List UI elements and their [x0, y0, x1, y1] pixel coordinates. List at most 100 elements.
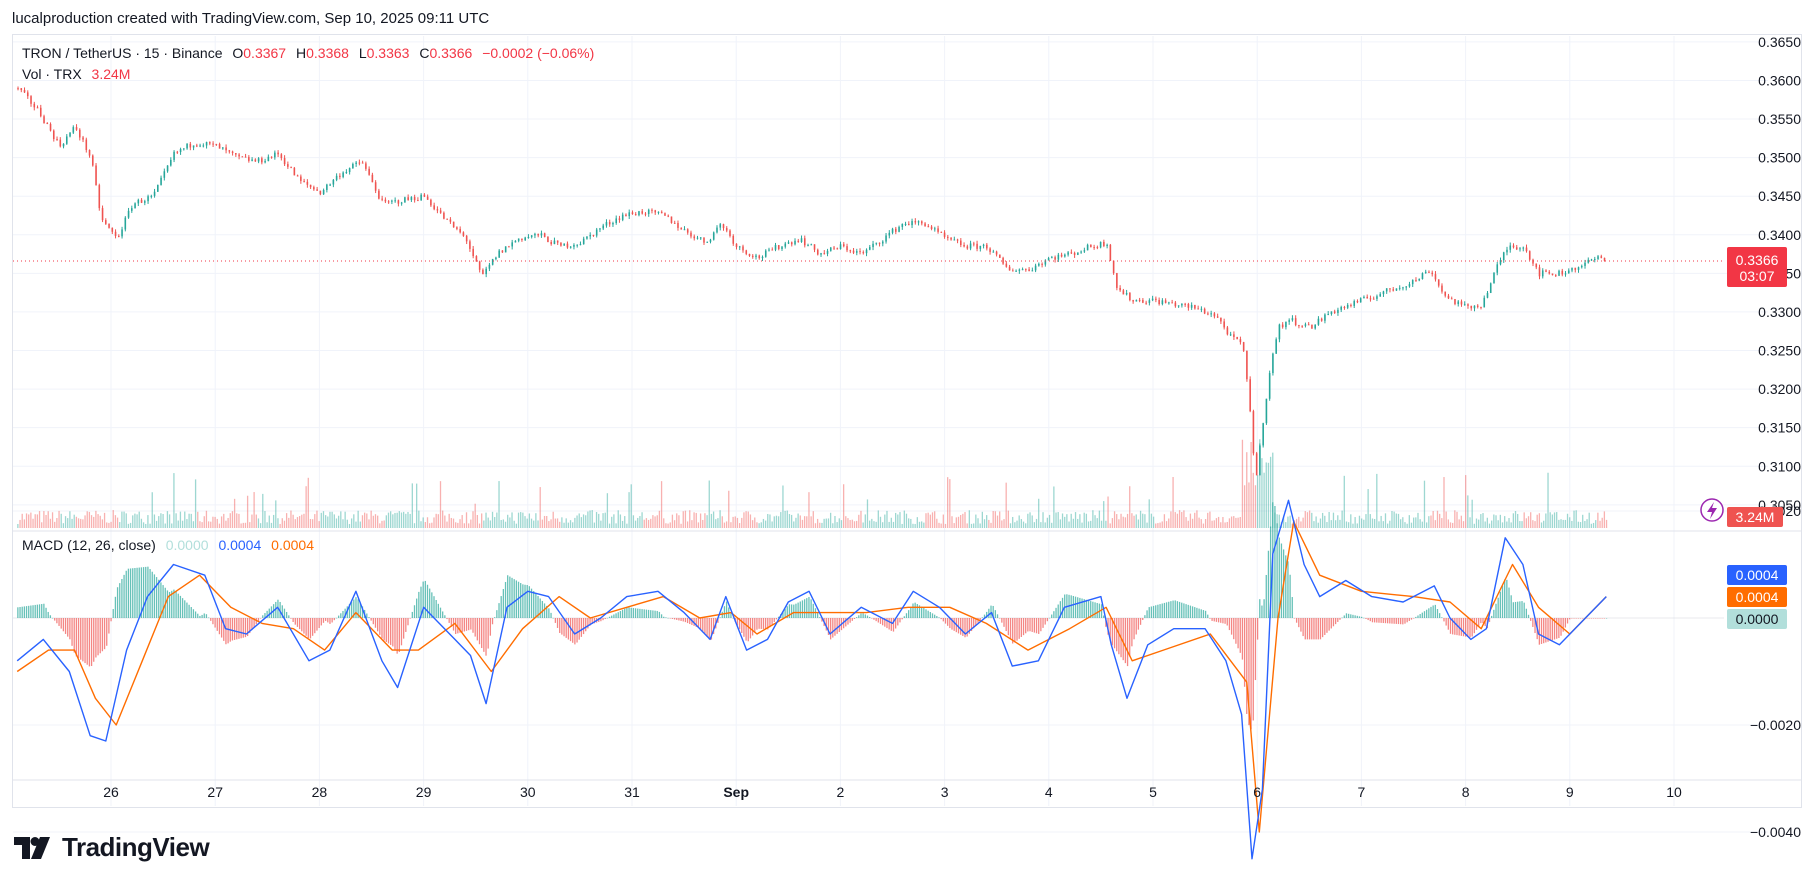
- volume-bar: [801, 519, 804, 528]
- volume-bar: [422, 517, 424, 528]
- price-candle-body: [420, 194, 422, 201]
- volume-bar: [1566, 513, 1569, 528]
- volume-bar: [1066, 514, 1068, 528]
- macd-histogram-bar: [474, 618, 476, 637]
- volume-bar: [1254, 485, 1257, 528]
- volume-bar: [43, 511, 45, 528]
- macd-histogram-bar: [1228, 618, 1231, 631]
- volume-bar: [565, 518, 567, 528]
- macd-histogram-bar: [905, 613, 908, 618]
- price-candle-body: [1038, 263, 1040, 266]
- price-candle-body: [361, 162, 364, 164]
- macd-histogram-bar: [756, 618, 758, 630]
- price-candle-body: [462, 232, 465, 236]
- macd-histogram-bar: [238, 618, 240, 639]
- volume-bar: [268, 515, 270, 528]
- volume-bar: [526, 518, 528, 528]
- volume-bar: [780, 512, 782, 528]
- macd-histogram-bar: [1358, 616, 1361, 618]
- price-candle-body: [439, 210, 442, 213]
- price-candle-body: [1366, 296, 1369, 299]
- volume-bar: [847, 518, 849, 528]
- price-candle-body: [1203, 308, 1206, 314]
- volume-bar: [513, 520, 515, 528]
- volume-legend[interactable]: Vol · TRX 3.24M: [22, 66, 130, 82]
- volume-bar: [370, 510, 372, 528]
- price-candle-body: [686, 229, 689, 233]
- volume-bar: [194, 479, 197, 528]
- price-candle-body: [758, 255, 761, 259]
- macd-histogram-bar: [1410, 618, 1413, 620]
- macd-histogram-bar: [1430, 606, 1432, 618]
- macd-histogram-bar: [1341, 617, 1343, 619]
- volume-bar: [1239, 517, 1241, 528]
- price-candle-body: [1083, 250, 1086, 252]
- macd-histogram-bar: [1187, 604, 1189, 618]
- volume-bar: [1267, 462, 1270, 528]
- volume-bar: [296, 517, 299, 528]
- macd-histogram-bar: [1083, 599, 1085, 618]
- volume-bar: [108, 522, 110, 528]
- volume-bar: [881, 522, 884, 528]
- volume-bar: [322, 511, 325, 528]
- volume-bar: [632, 515, 635, 528]
- macd-histogram-bar: [663, 616, 665, 618]
- volume-bar: [1412, 517, 1415, 528]
- macd-line-badge: [1727, 565, 1787, 585]
- macd-histogram-bar: [1267, 550, 1270, 618]
- macd-histogram-bar: [283, 608, 286, 618]
- volume-bar: [1343, 475, 1345, 528]
- macd-histogram-bar: [1003, 618, 1005, 627]
- volume-bar: [1599, 520, 1601, 528]
- price-candle-body: [956, 239, 959, 241]
- macd-histogram-bar: [548, 608, 550, 618]
- price-candle-body: [751, 255, 754, 258]
- price-candle-body: [550, 241, 552, 245]
- price-candle-body: [901, 223, 904, 227]
- volume-bar: [999, 511, 1001, 528]
- macd-legend[interactable]: MACD (12, 26, close) 0.0000 0.0004 0.000…: [22, 537, 314, 553]
- macd-histogram-bar: [1159, 604, 1161, 618]
- volume-bar: [1545, 513, 1547, 528]
- volume-bar: [1053, 486, 1055, 528]
- volume-bar: [125, 513, 127, 528]
- volume-bar: [192, 521, 195, 528]
- macd-histogram-bar: [73, 618, 75, 653]
- price-candle-body: [387, 201, 390, 203]
- volume-bar: [1246, 452, 1248, 528]
- macd-histogram-bar: [58, 618, 60, 626]
- macd-histogram-bar: [1176, 601, 1179, 618]
- macd-histogram-bar: [194, 611, 197, 618]
- price-candle-body: [17, 88, 19, 90]
- macd-histogram-bar: [1137, 618, 1140, 630]
- price-candle-body: [1509, 245, 1512, 250]
- volume-bar: [1556, 512, 1558, 528]
- volume-bar: [82, 519, 84, 528]
- last-price-badge-value: 0.3366: [1736, 252, 1779, 268]
- macd-histogram-bar: [767, 618, 769, 630]
- volume-bar: [1404, 522, 1406, 528]
- tradingview-logo[interactable]: TradingView: [14, 832, 210, 863]
- macd-histogram-bar: [1575, 618, 1577, 619]
- symbol-legend[interactable]: TRON / TetherUS · 15 · Binance O0.3367 H…: [22, 45, 594, 61]
- price-candle-body: [290, 166, 292, 168]
- volume-bar: [151, 492, 153, 528]
- price-candle-body: [163, 171, 166, 178]
- volume-bar: [1590, 523, 1593, 528]
- macd-histogram-bar: [1517, 601, 1519, 618]
- volume-bar: [1217, 516, 1220, 528]
- price-candle-body: [1200, 308, 1203, 310]
- price-candle-body: [309, 184, 312, 188]
- price-candle-body: [849, 250, 852, 252]
- macd-histogram-bar: [1148, 607, 1150, 618]
- macd-histogram-bar: [736, 618, 739, 626]
- volume-bar: [155, 520, 158, 528]
- macd-histogram-bar: [108, 618, 110, 634]
- macd-histogram-bar: [864, 614, 866, 618]
- macd-tick-label: −0.0040: [1750, 824, 1801, 840]
- macd-histogram-bar: [1152, 605, 1155, 618]
- macd-histogram-bar: [702, 618, 704, 632]
- high-value: 0.3368: [306, 45, 349, 61]
- macd-histogram-bar: [1419, 614, 1421, 618]
